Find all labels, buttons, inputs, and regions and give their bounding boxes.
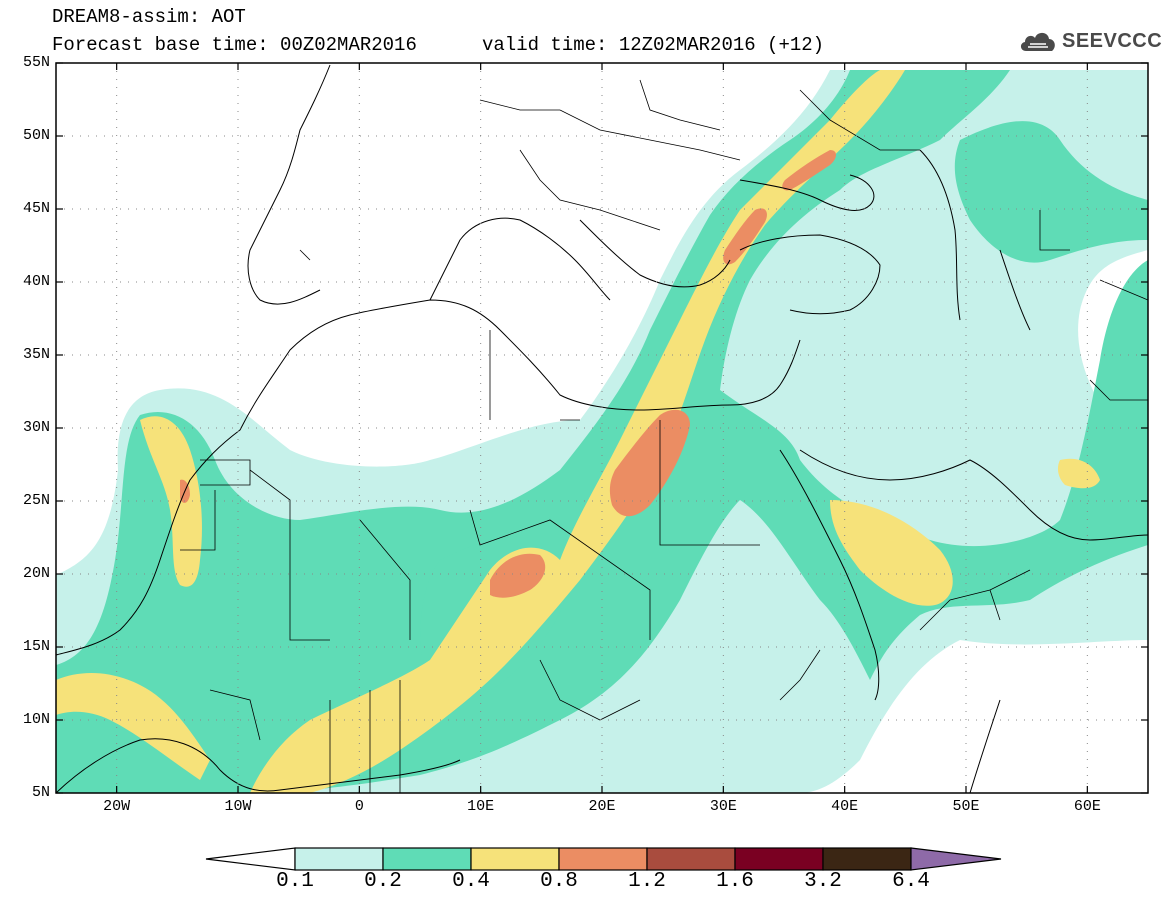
seevccc-logo: SEEVCCC	[1018, 24, 1162, 58]
cloud-icon	[1020, 32, 1055, 51]
lat-tick-label: 20N	[22, 565, 50, 582]
colorbar-label: 1.2	[628, 870, 666, 893]
colorbar-under-arrow	[205, 847, 296, 871]
lat-tick-label: 50N	[22, 127, 50, 144]
lat-tick-label: 40N	[22, 273, 50, 290]
lat-tick-label: 5N	[31, 784, 50, 801]
colorbar-swatch	[294, 847, 384, 871]
colorbar-swatch	[646, 847, 736, 871]
lon-tick-label: 10W	[224, 798, 252, 815]
colorbar	[205, 847, 1002, 871]
map-title: DREAM8-assim: AOT	[52, 6, 246, 28]
lon-tick-label: 60E	[1073, 798, 1101, 815]
colorbar-label: 0.4	[452, 870, 490, 893]
country-borders	[180, 79, 1148, 793]
lat-tick-label: 45N	[22, 200, 50, 217]
colorbar-label: 6.4	[892, 870, 930, 893]
lon-tick-label: 20E	[588, 798, 616, 815]
lon-tick-label: 20W	[103, 798, 131, 815]
lat-lon-grid	[56, 62, 1148, 794]
lat-tick-label: 15N	[22, 638, 50, 655]
lon-tick-label: 30E	[709, 798, 737, 815]
coastlines	[56, 64, 1148, 793]
lat-tick-label: 30N	[22, 419, 50, 436]
colorbar-label: 1.6	[716, 870, 754, 893]
colorbar-label: 0.8	[540, 870, 578, 893]
colorbar-swatch	[822, 847, 912, 871]
colorbar-swatch	[734, 847, 824, 871]
lat-tick-label: 35N	[22, 346, 50, 363]
lat-tick-label: 25N	[22, 492, 50, 509]
lat-tick-label: 55N	[22, 54, 50, 71]
logo-text: SEEVCCC	[1062, 29, 1163, 52]
lat-tick-label: 10N	[22, 711, 50, 728]
axis-ticks	[56, 62, 1148, 794]
colorbar-label: 3.2	[804, 870, 842, 893]
colorbar-label: 0.1	[276, 870, 314, 893]
forecast-base-time: Forecast base time: 00Z02MAR2016	[52, 34, 417, 56]
colorbar-label: 0.2	[364, 870, 402, 893]
lon-tick-label: 50E	[952, 798, 980, 815]
colorbar-swatch	[470, 847, 560, 871]
lon-tick-label: 0	[354, 798, 364, 815]
colorbar-swatch	[382, 847, 472, 871]
lon-tick-label: 40E	[831, 798, 859, 815]
valid-time: valid time: 12Z02MAR2016 (+12)	[482, 34, 825, 56]
lon-tick-label: 10E	[467, 798, 495, 815]
colorbar-swatch	[558, 847, 648, 871]
colorbar-over-arrow	[910, 847, 1002, 871]
